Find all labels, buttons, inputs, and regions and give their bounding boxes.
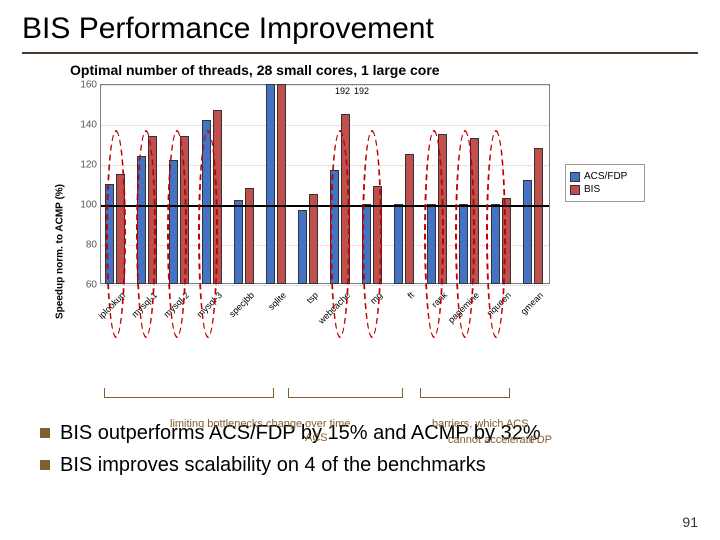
bar-bis xyxy=(309,194,318,284)
bar-group xyxy=(169,84,191,284)
bar-acs xyxy=(298,210,307,284)
y-tick-label: 120 xyxy=(80,160,101,171)
bars-container: 192 192 xyxy=(100,84,550,284)
annotation-bracket xyxy=(288,388,403,398)
bar-group xyxy=(362,84,384,284)
overlay-annotation-text: ACS xyxy=(305,432,328,444)
bar-group xyxy=(523,84,545,284)
bar-group xyxy=(298,84,320,284)
bar-acs xyxy=(234,200,243,284)
bar-bis xyxy=(180,136,189,284)
legend-item: ACS/FDP xyxy=(570,171,640,182)
overlay-annotation-text: FDP xyxy=(530,434,552,446)
bar-group xyxy=(137,84,159,284)
legend-label: BIS xyxy=(584,184,600,195)
page-number: 91 xyxy=(682,514,698,530)
bar-bis xyxy=(341,114,350,284)
bar-group xyxy=(491,84,513,284)
bar-bis xyxy=(277,84,286,284)
bar-acs xyxy=(266,84,275,284)
bar-acs xyxy=(459,204,468,284)
x-tick-label: specjbb xyxy=(227,290,256,319)
overflow-value-label: 192 xyxy=(354,86,369,96)
y-tick-label: 160 xyxy=(80,80,101,91)
bullet-marker-icon xyxy=(40,428,50,438)
bar-bis xyxy=(502,198,511,284)
bar-group xyxy=(394,84,416,284)
y-tick-label: 100 xyxy=(80,200,101,211)
bar-bis xyxy=(470,138,479,284)
bar-acs xyxy=(105,184,114,284)
y-tick-label: 140 xyxy=(80,120,101,131)
bar-acs xyxy=(523,180,532,284)
bar-bis xyxy=(245,188,254,284)
legend-swatch xyxy=(570,185,580,195)
x-tick-label: mysql-1 xyxy=(130,290,159,319)
bar-acs xyxy=(202,120,211,284)
x-tick-label: mysql-2 xyxy=(162,290,191,319)
bar-acs xyxy=(330,170,339,284)
bar-bis xyxy=(438,134,447,284)
overlay-annotation-text: limiting bottlenecks change over time xyxy=(170,418,350,430)
annotation-bracket xyxy=(420,388,510,398)
overlay-annotation-text: cannot accelerate xyxy=(448,434,535,446)
reference-line xyxy=(101,205,549,207)
bar-bis xyxy=(116,174,125,284)
x-tick-label: sqlite xyxy=(266,290,288,312)
bullet-text: BIS improves scalability on 4 of the ben… xyxy=(60,452,486,478)
bullet-row: BIS improves scalability on 4 of the ben… xyxy=(40,452,680,478)
y-axis-label: Speedup norm. to ACMP (%) xyxy=(55,184,66,319)
x-tick-label: nqueen xyxy=(485,290,513,318)
legend-swatch xyxy=(570,172,580,182)
x-tick-label: pagemine xyxy=(446,290,481,325)
bar-bis xyxy=(148,136,157,284)
x-tick-label: webcache xyxy=(316,290,352,326)
bar-group xyxy=(105,84,127,284)
bar-bis xyxy=(534,148,543,284)
overlay-annotation-text: barriers, which ACS xyxy=(432,418,529,430)
bar-acs xyxy=(169,160,178,284)
bar-acs xyxy=(362,204,371,284)
bar-group xyxy=(202,84,224,284)
bullet-row: BIS outperforms ACS/FDP by 15% and ACMP … xyxy=(40,420,680,446)
bar-group xyxy=(234,84,256,284)
bar-acs xyxy=(427,204,436,284)
legend-label: ACS/FDP xyxy=(584,171,627,182)
bar-group xyxy=(459,84,481,284)
annotation-bracket xyxy=(104,388,274,398)
bar-acs xyxy=(137,156,146,284)
bar-acs xyxy=(491,204,500,284)
chart-subtitle: Optimal number of threads, 28 small core… xyxy=(0,54,720,84)
y-tick-label: 60 xyxy=(86,280,101,291)
bullet-marker-icon xyxy=(40,460,50,470)
bar-bis xyxy=(405,154,414,284)
bar-bis xyxy=(213,110,222,284)
slide-title: BIS Performance Improvement xyxy=(0,0,720,50)
x-tick-label: mysql-3 xyxy=(194,290,223,319)
x-tick-label: iplookup xyxy=(96,290,127,321)
bar-group xyxy=(266,84,288,284)
x-tick-label: ft xyxy=(406,290,417,301)
legend-box: ACS/FDP BIS xyxy=(565,164,645,202)
x-labels-container: iplookupmysql-1mysql-2mysql-3specjbbsqli… xyxy=(100,284,550,344)
bullets-list: BIS outperforms ACS/FDP by 15% and ACMP … xyxy=(40,420,680,484)
bar-group xyxy=(427,84,449,284)
x-tick-label: tsp xyxy=(304,290,320,306)
bar-group xyxy=(330,84,352,284)
bar-bis xyxy=(373,186,382,284)
bar-acs xyxy=(394,204,403,284)
x-tick-label: mg xyxy=(368,290,384,306)
x-tick-label: gmean xyxy=(518,290,545,317)
y-tick-label: 80 xyxy=(86,240,101,251)
legend-item: BIS xyxy=(570,184,640,195)
x-tick-label: rank xyxy=(429,290,448,309)
overflow-value-label: 192 xyxy=(335,86,350,96)
chart-area: Speedup norm. to ACMP (%) 60801001201401… xyxy=(60,84,660,344)
